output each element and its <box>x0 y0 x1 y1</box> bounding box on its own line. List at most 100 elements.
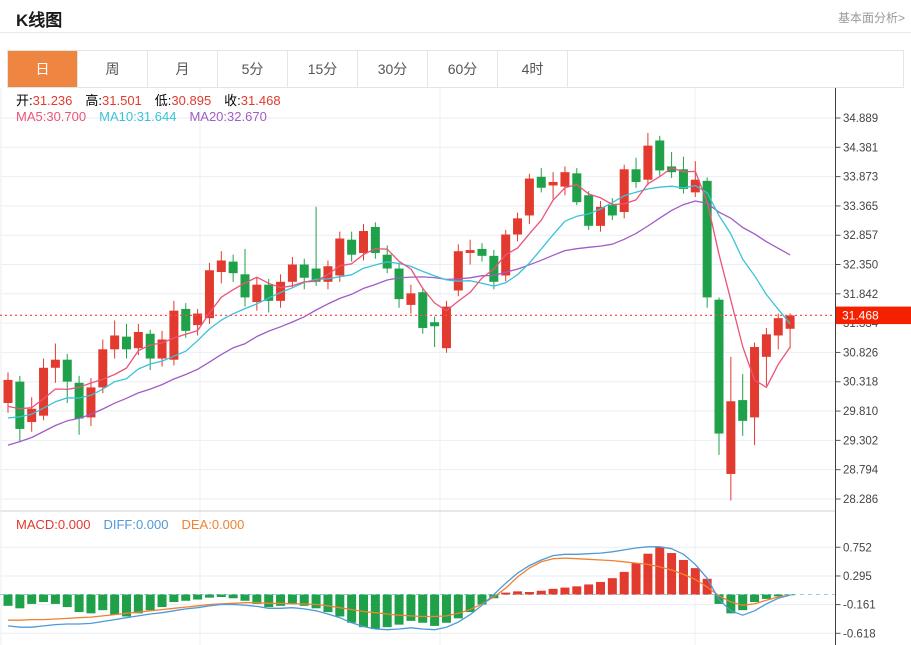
candle-body <box>619 169 629 212</box>
macd-bar <box>667 553 677 595</box>
macd-bar <box>359 594 368 628</box>
candle-body <box>27 408 37 423</box>
candle-body <box>39 367 49 416</box>
macd-bar <box>761 594 771 599</box>
macd-bar <box>240 594 250 601</box>
candle-body <box>548 181 558 186</box>
macd-bar <box>110 594 120 615</box>
candle-body <box>240 274 250 298</box>
candle-body <box>110 335 120 350</box>
fundamental-analysis-link[interactable]: 基本面分析> <box>837 11 905 25</box>
axis-tick-label: -0.618 <box>843 628 876 640</box>
candle-body <box>714 299 724 434</box>
macd-bar <box>122 594 131 617</box>
macd-bar <box>15 594 25 609</box>
candle-body <box>74 382 84 419</box>
tab-period-月[interactable]: 月 <box>148 51 218 87</box>
macd-bar <box>3 594 13 606</box>
candle-body <box>536 176 546 188</box>
candle-body <box>15 381 25 429</box>
current-price-badge <box>836 306 911 325</box>
candle-body <box>62 359 72 382</box>
candle-body <box>702 180 712 298</box>
ma-row-item: MA10:31.644 <box>99 109 176 124</box>
macd-bar <box>643 553 653 595</box>
macd-bar <box>619 571 629 595</box>
candle-body <box>122 336 131 350</box>
macd-bar <box>785 594 795 596</box>
candle-body <box>513 218 523 235</box>
macd-bar <box>311 594 321 609</box>
tab-period-周[interactable]: 周 <box>78 51 148 87</box>
macd-bar <box>501 592 511 595</box>
macd-bar <box>228 594 238 599</box>
legend-label: DEA: <box>181 517 212 532</box>
candle-body <box>441 306 451 349</box>
candle-body <box>761 334 771 357</box>
macd-bar <box>524 591 534 595</box>
ma10-line <box>7 184 791 419</box>
candle-body <box>264 284 274 301</box>
macd-bar <box>193 594 203 600</box>
header-divider <box>0 32 911 33</box>
legend-label: MACD: <box>16 517 58 532</box>
macd-bar <box>347 594 357 623</box>
tab-period-60分[interactable]: 60分 <box>428 51 498 87</box>
candle-body <box>738 400 748 421</box>
macd-bar <box>678 559 688 595</box>
axis-tick-label: 0.295 <box>843 571 872 583</box>
axis-tick-label: 28.794 <box>843 465 879 477</box>
candle-body <box>359 231 368 253</box>
macd-bar <box>738 594 748 611</box>
macd-bar <box>98 594 108 611</box>
candle-body <box>50 359 60 368</box>
macd-bar <box>74 594 84 613</box>
macd-bar <box>607 578 617 595</box>
candle-body <box>169 310 179 360</box>
axis-tick-label: 30.826 <box>843 347 878 359</box>
candle-body <box>453 251 463 291</box>
macd-row-item: DIFF:0.000 <box>103 517 168 532</box>
candle-body <box>3 379 13 403</box>
tab-period-5分[interactable]: 5分 <box>218 51 288 87</box>
candle-body <box>370 226 380 253</box>
axis-tick-label: 30.318 <box>843 377 878 389</box>
ohlc-row-item: 低:30.895 <box>155 93 211 108</box>
legend-label: 收: <box>224 93 241 108</box>
candle-body <box>157 339 167 359</box>
macd-bar <box>276 594 286 606</box>
candle-body <box>145 333 155 359</box>
legend-label: 高: <box>85 93 103 108</box>
macd-bar <box>690 568 700 595</box>
candle-body <box>347 239 357 255</box>
tab-period-30分[interactable]: 30分 <box>358 51 428 87</box>
macd-bar <box>572 586 582 595</box>
candle-body <box>726 401 736 474</box>
tab-period-15分[interactable]: 15分 <box>288 51 358 87</box>
macd-row-item: DEA:0.000 <box>181 517 244 532</box>
candle-body <box>181 308 191 331</box>
candle-body <box>584 195 594 226</box>
candle-body <box>204 270 214 319</box>
macd-bar <box>726 594 736 614</box>
candle-body <box>406 293 416 305</box>
axis-tick-label: -0.161 <box>843 600 876 612</box>
dea-line <box>8 557 791 621</box>
legend-value: 31.468 <box>240 93 281 108</box>
macd-bar <box>264 594 274 608</box>
axis-tick-label: 34.889 <box>843 113 878 125</box>
macd-bar <box>394 594 404 625</box>
axis-tick-label: 34.381 <box>843 142 878 154</box>
candle-body <box>773 318 783 336</box>
tab-period-日[interactable]: 日 <box>8 51 78 87</box>
axis-tick-label: 31.842 <box>843 289 878 301</box>
ma20-line <box>7 200 791 446</box>
candle-body <box>430 322 440 327</box>
legend-value: 31.501 <box>102 93 142 108</box>
macd-bar <box>39 594 49 603</box>
macd-bar <box>560 587 570 595</box>
macd-bar <box>181 594 191 601</box>
tab-period-4时[interactable]: 4时 <box>498 51 568 87</box>
legend-label: DIFF: <box>103 517 136 532</box>
